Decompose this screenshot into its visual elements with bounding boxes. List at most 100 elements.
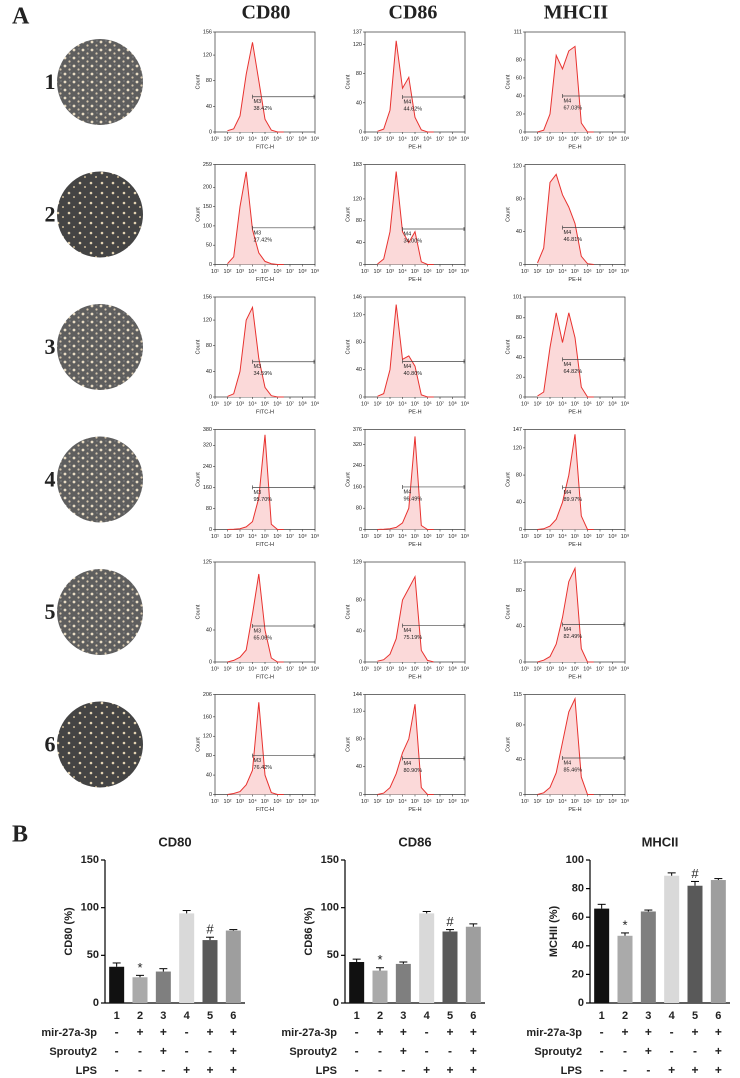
y-axis-label: Count [345,339,351,354]
x-tick-label: 10⁹ [621,400,629,407]
y-tick-label: 111 [514,29,522,35]
x-tick-label: 10⁷ [436,268,444,275]
x-tick-label: 10¹ [521,401,529,407]
x-axis-label: PE-H [568,807,581,813]
treatment-sign: + [400,1044,407,1058]
x-tick-label: 10⁵ [261,798,269,805]
histogram-fill [227,42,284,132]
y-tick-label: 20 [516,111,522,117]
y-tick-label: 144 [353,692,362,698]
treatment-sign: - [161,1063,165,1077]
x-tick-label: 10¹ [211,799,219,805]
y-tick-label: 156 [203,29,212,35]
treatment-sign: - [378,1044,382,1058]
treatment-sign: + [470,1063,477,1077]
y-tick-label: 100 [203,223,212,229]
x-tick-label: 4 [424,1010,431,1022]
treatment-sign: - [185,1025,189,1039]
treatment-label: LPS [316,1065,337,1077]
x-tick-label: 10² [224,534,232,540]
x-tick-label: 10¹ [211,269,219,275]
x-tick-label: 10⁹ [311,268,319,275]
x-tick-label: 10⁷ [596,798,604,805]
x-tick-label: 10⁵ [571,135,579,142]
x-tick-label: 10⁶ [423,268,431,275]
treatment-sign: + [376,1025,383,1039]
y-tick-label: 80 [356,506,362,512]
x-tick-label: 10⁶ [273,268,281,275]
x-axis-label: FITC-H [256,409,274,415]
x-tick-label: 10⁵ [411,268,419,275]
treatment-sign: - [623,1063,627,1077]
x-tick-label: 10² [374,534,382,540]
treatment-sign: + [691,1025,698,1039]
histogram-line [537,434,594,530]
x-tick-label: 10⁴ [248,268,257,275]
y-axis-label: CD80 (%) [63,907,75,956]
x-tick-label: 10⁴ [558,798,567,805]
x-tick-label: 3 [645,1010,651,1022]
y-tick-label: 0 [519,527,522,533]
gate-percent: 76.42% [254,765,273,771]
x-tick-label: 10² [534,666,542,672]
x-axis-label: PE-H [408,542,421,548]
x-tick-label: 10³ [236,534,244,540]
x-tick-label: 10⁸ [448,268,456,275]
x-tick-label: 10³ [546,799,554,805]
x-tick-label: 1 [354,1010,360,1022]
x-tick-label: 2 [622,1010,628,1022]
x-tick-label: 10³ [546,534,554,540]
y-tick-label: 40 [356,764,362,770]
bar [465,926,481,1003]
x-tick-label: 10¹ [521,269,529,275]
bar [640,911,656,1003]
treatment-sign: - [425,1025,429,1039]
histogram-line [377,304,434,398]
x-tick-label: 10⁴ [398,135,407,142]
x-tick-label: 10⁷ [436,533,444,540]
x-tick-label: 10⁹ [461,268,469,275]
x-tick-label: 10⁹ [621,665,629,672]
histogram-line [377,574,434,663]
x-tick-label: 10⁷ [596,268,604,275]
treatment-sign: - [355,1044,359,1058]
y-tick-label: 0 [209,262,212,268]
micrograph [57,171,143,258]
x-tick-label: 10⁷ [286,135,294,142]
y-tick-label: 50 [327,949,339,961]
y-tick-label: 120 [203,53,212,59]
x-tick-label: 10⁸ [608,268,616,275]
y-tick-label: 156 [203,294,212,300]
treatment-sign: + [668,1063,675,1077]
gate-percent: 34.00% [404,238,423,244]
y-tick-label: 376 [353,427,362,433]
x-tick-label: 10³ [236,799,244,805]
y-tick-label: 183 [353,162,362,168]
x-tick-label: 10⁸ [298,533,306,540]
y-axis-label: MCHII (%) [548,906,560,958]
x-tick-label: 10⁹ [311,533,319,540]
treatment-sign: - [623,1044,627,1058]
gate-percent: 65.06% [254,635,273,641]
treatment-label: LPS [76,1065,97,1077]
y-tick-label: 0 [209,527,212,533]
significance-mark: # [206,922,214,937]
y-tick-label: 40 [516,93,522,99]
x-tick-label: 10⁷ [596,135,604,142]
chart-title: CD80 [158,834,191,849]
plot-frame [214,164,316,265]
x-axis-label: PE-H [568,542,581,548]
y-tick-label: 40 [206,773,212,779]
x-tick-label: 10¹ [521,534,529,540]
y-tick-label: 50 [87,949,99,961]
treatment-sign: + [446,1025,453,1039]
x-tick-label: 10⁶ [583,268,591,275]
x-tick-label: 10⁸ [298,400,306,407]
x-tick-label: 5 [447,1010,453,1022]
y-axis-label: Count [345,74,351,89]
y-tick-label: 80 [516,588,522,594]
x-tick-label: 10⁸ [608,665,616,672]
gate-percent: 95.70% [254,497,273,503]
x-tick-label: 10⁸ [608,533,616,540]
treatment-sign: + [206,1025,213,1039]
